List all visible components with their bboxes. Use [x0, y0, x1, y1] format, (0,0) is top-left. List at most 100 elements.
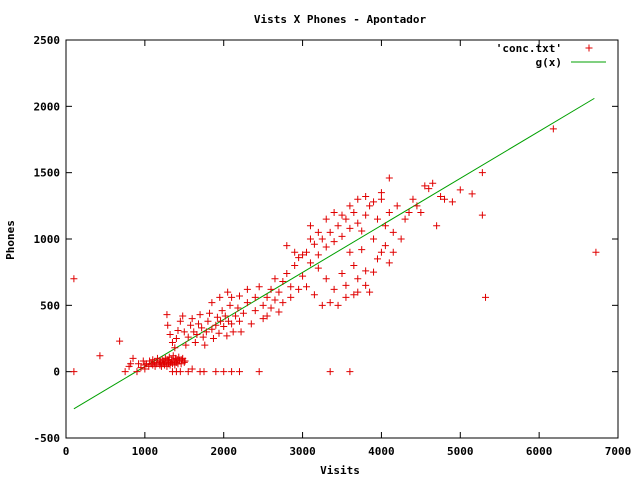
data-point — [208, 299, 216, 307]
data-point — [283, 269, 291, 277]
data-point — [326, 228, 334, 236]
data-point — [213, 313, 221, 321]
data-point — [310, 291, 318, 299]
data-point — [373, 215, 381, 223]
data-point — [206, 309, 214, 317]
data-point — [215, 329, 223, 337]
axis-ticks: 0 1000 2000 3000 4000 5000 6000 7000-5000500100… — [34, 34, 632, 458]
data-point — [334, 222, 342, 230]
data-point — [188, 315, 196, 323]
y-tick-label: 2500 — [34, 34, 61, 47]
y-tick-label: 0 — [53, 366, 60, 379]
data-point — [397, 235, 405, 243]
data-point — [306, 222, 314, 230]
data-point — [198, 324, 206, 332]
data-point — [295, 285, 303, 293]
data-point — [437, 193, 445, 201]
y-tick-label: 500 — [40, 299, 60, 312]
data-point — [237, 328, 245, 336]
data-point — [259, 315, 267, 323]
data-point — [172, 368, 180, 376]
data-point — [193, 331, 201, 339]
data-point — [171, 344, 179, 352]
data-point — [70, 368, 78, 376]
data-point — [322, 243, 330, 251]
data-point — [187, 321, 195, 329]
data-point — [133, 368, 141, 376]
data-point — [251, 293, 259, 301]
data-point — [135, 360, 143, 368]
data-point — [271, 296, 279, 304]
fit-line-layer — [73, 97, 595, 410]
data-point — [346, 368, 354, 376]
data-point — [172, 335, 180, 342]
data-point — [338, 269, 346, 277]
data-point — [223, 332, 231, 340]
data-point — [338, 211, 346, 219]
data-point — [425, 185, 433, 193]
data-point — [70, 275, 78, 283]
data-point — [322, 275, 330, 283]
data-point — [201, 341, 209, 349]
data-point — [228, 293, 236, 301]
data-point — [401, 215, 409, 223]
scatter-points-layer — [70, 125, 600, 376]
data-point — [303, 248, 311, 256]
data-point — [179, 312, 187, 320]
data-point — [346, 202, 354, 210]
x-tick-label: 6000 — [526, 445, 553, 458]
data-point — [354, 275, 362, 283]
data-point — [385, 259, 393, 267]
data-point — [381, 222, 389, 230]
data-point — [318, 235, 326, 243]
data-point — [96, 352, 104, 360]
data-point — [251, 307, 259, 315]
data-point — [409, 195, 417, 203]
data-point — [318, 301, 326, 309]
data-point — [370, 198, 378, 206]
data-point — [267, 285, 275, 293]
data-point — [389, 228, 397, 236]
data-point — [239, 309, 247, 317]
data-point — [172, 354, 180, 362]
data-point — [334, 301, 342, 309]
data-point — [362, 281, 370, 289]
data-point — [279, 277, 287, 285]
data-point — [306, 235, 314, 243]
data-point — [137, 364, 145, 372]
data-point — [229, 328, 237, 336]
chart-title: Vists X Phones - Apontador — [254, 13, 427, 26]
data-point — [221, 312, 229, 320]
data-point — [116, 337, 124, 345]
y-axis-label: Phones — [4, 220, 17, 260]
x-tick-label: 4000 — [368, 445, 395, 458]
data-point — [182, 341, 190, 349]
data-point — [417, 208, 425, 216]
legend-label-points: 'conc.txt' — [496, 42, 562, 55]
data-point — [177, 360, 185, 368]
data-point — [141, 365, 149, 373]
data-point — [421, 182, 429, 190]
x-tick-label: 0 — [63, 445, 70, 458]
data-point — [267, 304, 275, 312]
data-point — [235, 368, 243, 376]
data-point — [322, 215, 330, 223]
y-tick-label: 1500 — [34, 167, 61, 180]
data-point — [441, 195, 449, 203]
data-point — [184, 333, 192, 341]
data-point — [121, 368, 129, 376]
data-point — [478, 169, 486, 177]
data-point — [217, 317, 225, 325]
data-point — [228, 368, 236, 376]
data-point — [592, 248, 600, 256]
data-point — [176, 317, 184, 325]
data-point — [243, 285, 251, 293]
legend: 'conc.txt' g(x) — [496, 42, 606, 69]
data-point — [275, 308, 283, 316]
data-point — [448, 198, 456, 206]
data-point — [299, 251, 307, 259]
data-point — [235, 292, 243, 300]
data-point — [271, 275, 279, 283]
data-point — [168, 338, 176, 346]
